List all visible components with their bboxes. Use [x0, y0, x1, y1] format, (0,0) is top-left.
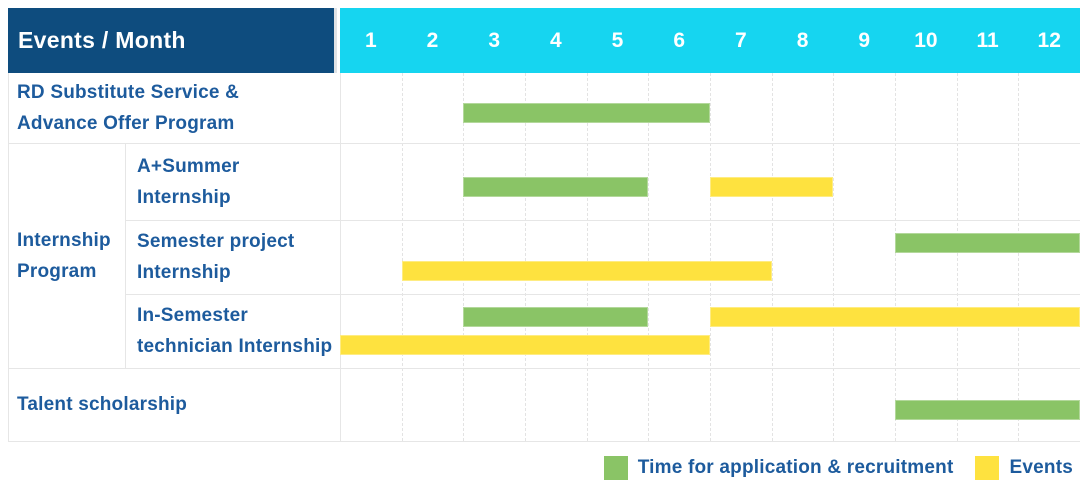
legend-item: Events [975, 456, 1073, 480]
label-month-divider [340, 73, 341, 441]
row-label-line: Talent scholarship [17, 394, 188, 415]
legend-swatch-events [975, 456, 1000, 480]
month-gridline [587, 73, 588, 441]
month-header-cell: 1 [364, 28, 377, 52]
row-label-line: RD Substitute Service & [17, 82, 240, 103]
legend-item: Time for application & recruitment [603, 456, 954, 480]
row-label: A+Summer Internship [125, 143, 340, 220]
row-label: RD Substitute Service & Advance Offer Pro… [8, 73, 340, 143]
bar-events [710, 177, 833, 197]
row-label: Semester project Internship [125, 220, 340, 294]
bar-events [340, 335, 710, 355]
legend-label: Events [1009, 457, 1073, 478]
month-header-cell: 4 [550, 28, 562, 52]
row-label-line: Internship [137, 186, 231, 208]
month-header-cell: 2 [426, 28, 439, 52]
month-header-cell: 9 [858, 28, 871, 52]
row-divider [8, 441, 1080, 442]
bar-application-recruitment [463, 177, 648, 197]
month-gridline [957, 73, 958, 441]
group-label: Internship Program [8, 143, 125, 368]
month-gridline [525, 73, 526, 441]
month-header-cell: 3 [488, 28, 501, 52]
row-divider [125, 220, 1080, 221]
events-month-header-label: Events / Month [18, 27, 186, 53]
month-header-cell: 10 [914, 28, 938, 52]
bar-application-recruitment [895, 233, 1080, 253]
row-divider [8, 368, 1080, 369]
row-label: In-Semester technician Internship [125, 294, 340, 368]
row-label-line: technician Internship [137, 336, 333, 357]
row-label-line: Internship [137, 262, 231, 283]
bar-application-recruitment [463, 307, 648, 327]
row-label-line: A+Summer [137, 155, 240, 177]
month-header-cell: 6 [673, 28, 686, 52]
month-gridline [402, 73, 403, 441]
bar-application-recruitment [895, 400, 1080, 420]
row-divider [125, 294, 1080, 295]
month-gridline [648, 73, 649, 441]
legend-swatch-application [603, 456, 628, 480]
month-gridline [772, 73, 773, 441]
legend-label: Time for application & recruitment [637, 457, 954, 478]
group-label-line: Internship [17, 229, 111, 251]
bar-events [402, 261, 772, 281]
row-label-line: In-Semester [137, 305, 248, 326]
row-label-line: Advance Offer Program [17, 113, 235, 134]
bar-application-recruitment [463, 103, 710, 123]
month-header-cell: 11 [976, 28, 999, 52]
month-header-cell: 5 [611, 28, 624, 52]
row-divider [8, 143, 1080, 144]
month-header-row: 1 2 3 4 5 6 7 8 9 10 11 12 [340, 8, 1080, 73]
month-gridline [463, 73, 464, 441]
legend: Time for application & recruitment Events [0, 454, 1073, 482]
month-header-cell: 12 [1037, 28, 1061, 52]
group-label-line: Program [17, 260, 97, 282]
month-gridline [710, 73, 711, 441]
month-header-cell: 7 [735, 28, 747, 52]
bar-events [710, 307, 1080, 327]
group-column-divider [125, 143, 126, 368]
row-label-line: Semester project [137, 231, 295, 252]
month-header-cell: 8 [796, 28, 809, 52]
month-gridline [833, 73, 834, 441]
table-left-border [8, 73, 9, 441]
month-gridline [1018, 73, 1019, 441]
row-label: Talent scholarship [8, 368, 340, 441]
events-month-header-cell: Events / Month [8, 8, 337, 73]
month-gridline [895, 73, 896, 441]
